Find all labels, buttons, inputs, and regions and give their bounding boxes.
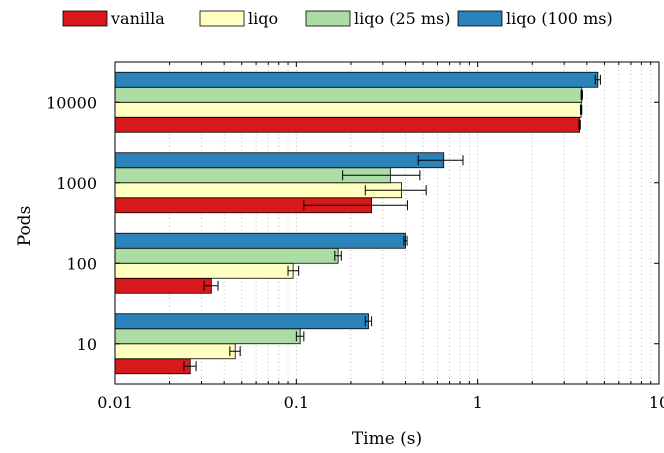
legend-swatch	[62, 10, 108, 27]
legend-swatch	[457, 10, 503, 27]
bar	[114, 313, 369, 330]
bar	[114, 277, 212, 294]
legend-label: liqo (100 ms)	[506, 9, 613, 28]
bar	[114, 343, 236, 360]
error-bars	[183, 74, 601, 372]
y-axis-ticks: 10 100 1000 10000	[46, 93, 659, 354]
bar	[114, 152, 445, 169]
y-axis-label: Pods	[15, 206, 35, 247]
y-tick-label: 1000	[56, 174, 97, 193]
bar	[114, 262, 294, 279]
legend-swatch	[305, 10, 351, 27]
x-axis-ticks: 0.01 0.1 1 10	[97, 62, 664, 412]
y-tick-label: 10	[77, 335, 97, 354]
legend-swatch	[199, 10, 245, 27]
bar	[114, 247, 339, 264]
y-tick-label: 10000	[46, 93, 97, 112]
bar	[114, 86, 583, 103]
x-tick-label: 10	[649, 393, 664, 412]
x-tick-label: 1	[473, 393, 483, 412]
bars	[114, 71, 599, 375]
y-tick-label: 100	[66, 254, 97, 273]
bar	[114, 358, 191, 375]
bar	[114, 232, 406, 249]
legend-label: vanilla	[110, 9, 165, 28]
bar	[114, 328, 301, 345]
bar	[114, 182, 402, 199]
legend: vanilla liqo liqo (25 ms) liqo (100 ms)	[62, 9, 613, 28]
plot-frame	[114, 61, 660, 385]
x-tick-label: 0.1	[284, 393, 309, 412]
bar	[114, 101, 582, 118]
legend-label: liqo (25 ms)	[354, 9, 451, 28]
bar	[114, 71, 599, 88]
x-axis-label: Time (s)	[352, 429, 422, 449]
legend-label: liqo	[248, 9, 278, 28]
bar	[114, 116, 581, 133]
x-tick-label: 0.01	[97, 393, 133, 412]
